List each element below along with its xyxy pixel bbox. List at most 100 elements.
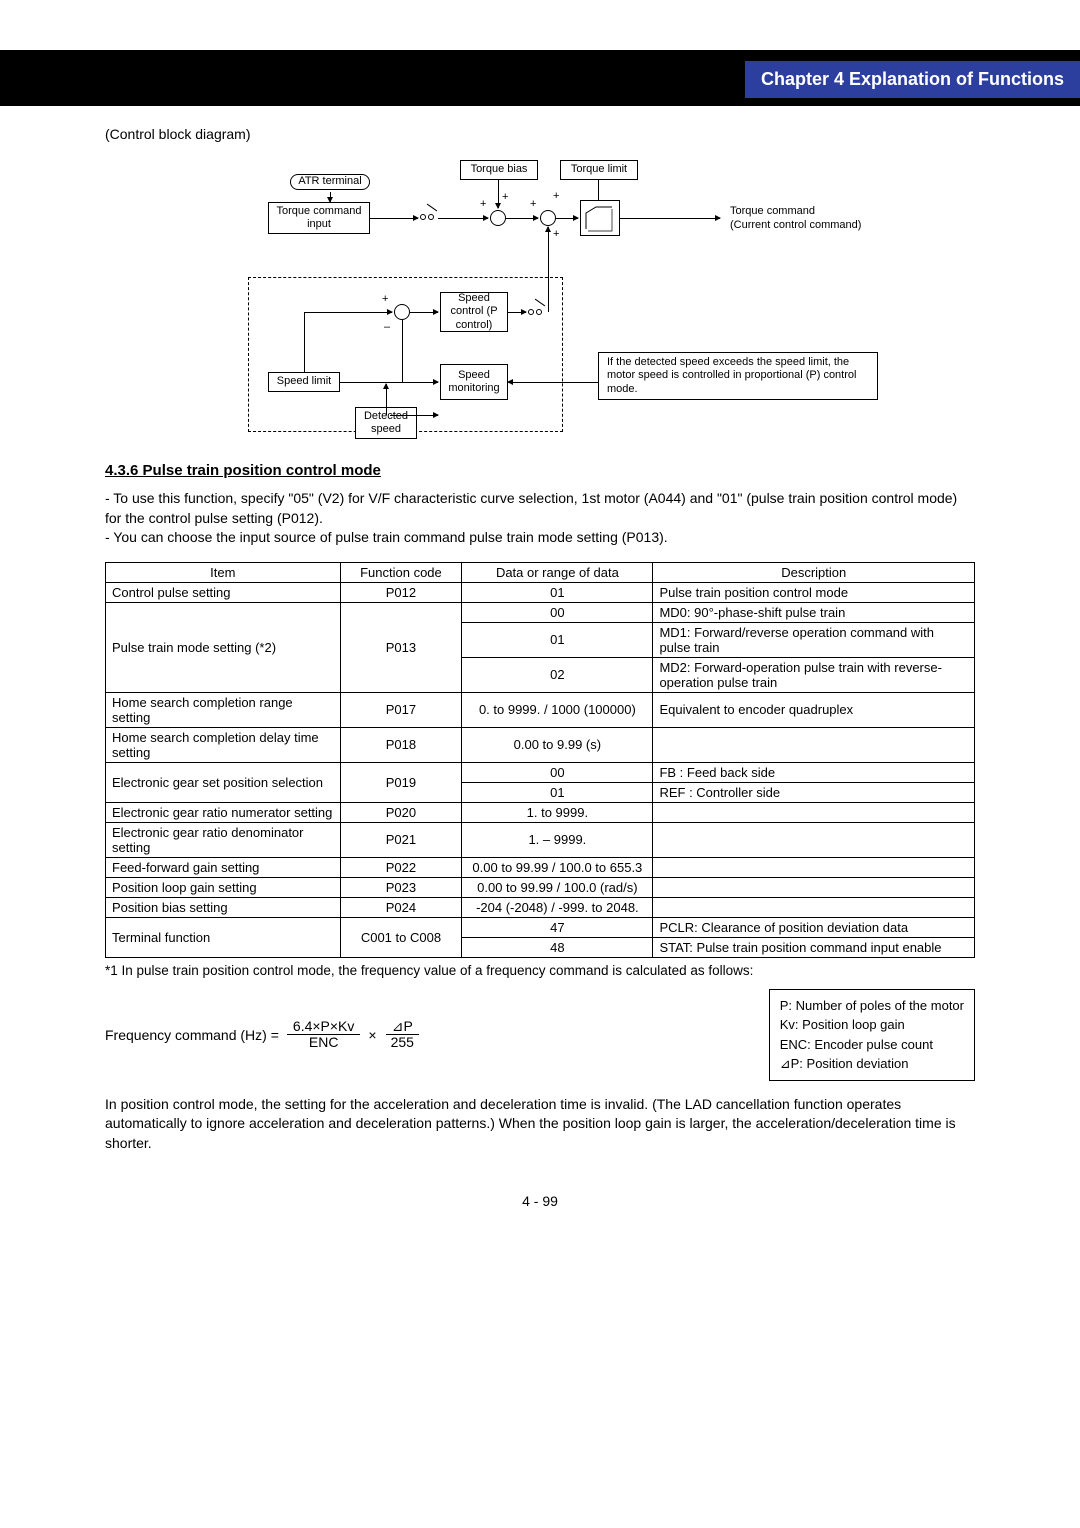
col-item: Item — [106, 562, 341, 582]
cell-item: Control pulse setting — [106, 582, 341, 602]
connector — [304, 312, 340, 313]
cell-item: Home search completion range setting — [106, 692, 341, 727]
connector — [506, 218, 538, 219]
connector — [556, 218, 578, 219]
connector — [438, 218, 488, 219]
torque-limit-box: Torque limit — [560, 160, 638, 180]
cell-desc — [653, 897, 975, 917]
legend-line: ENC: Encoder pulse count — [780, 1035, 964, 1055]
plus-sign: + — [502, 190, 508, 204]
plus-sign: + — [553, 227, 559, 241]
col-code: Function code — [340, 562, 462, 582]
cell-data: 02 — [462, 657, 653, 692]
frac1-num: 6.4×P×Kv — [287, 1019, 361, 1035]
sum-circle-2 — [540, 210, 556, 226]
cell-item: Terminal function — [106, 917, 341, 957]
col-data: Data or range of data — [462, 562, 653, 582]
table-row: Electronic gear ratio numerator settingP… — [106, 802, 975, 822]
cell-item: Position bias setting — [106, 897, 341, 917]
section-title: 4.3.6 Pulse train position control mode — [105, 462, 975, 479]
cell-data: 1. to 9999. — [462, 802, 653, 822]
frac2-den: 255 — [385, 1035, 420, 1050]
table-row: Terminal functionC001 to C00847PCLR: Cle… — [106, 917, 975, 937]
plus-sign: + — [382, 292, 388, 306]
torque-cmd-out-label: Torque command (Current control command) — [730, 204, 861, 233]
connector — [402, 320, 403, 382]
connector — [620, 218, 720, 219]
fraction-1: 6.4×P×Kv ENC — [287, 1019, 361, 1051]
section-text: - To use this function, specify "05" (V2… — [105, 489, 975, 548]
connector — [370, 218, 418, 219]
table-header-row: Item Function code Data or range of data… — [106, 562, 975, 582]
control-block-diagram: ATR terminal Torque command input Torque… — [160, 152, 920, 442]
cell-item: Electronic gear ratio numerator setting — [106, 802, 341, 822]
cell-data: 0.00 to 99.99 / 100.0 (rad/s) — [462, 877, 653, 897]
cell-item: Electronic gear set position selection — [106, 762, 341, 802]
frac2-num: ⊿P — [386, 1019, 419, 1035]
chapter-title: Chapter 4 Explanation of Functions — [745, 61, 1080, 98]
plus-sign: + — [530, 197, 536, 211]
cell-data: 0.00 to 99.99 / 100.0 to 655.3 — [462, 857, 653, 877]
legend-line: Kv: Position loop gain — [780, 1015, 964, 1035]
connector — [598, 180, 599, 200]
cell-code: P018 — [340, 727, 462, 762]
cell-code: P020 — [340, 802, 462, 822]
cell-code: P023 — [340, 877, 462, 897]
table-row: Position bias settingP024-204 (-2048) / … — [106, 897, 975, 917]
cell-desc: PCLR: Clearance of position deviation da… — [653, 917, 975, 937]
connector — [548, 227, 549, 239]
cell-item: Pulse train mode setting (*2) — [106, 602, 341, 692]
cell-data: 1. – 9999. — [462, 822, 653, 857]
table-row: Pulse train mode setting (*2)P01300MD0: … — [106, 602, 975, 622]
table-row: Control pulse settingP01201Pulse train p… — [106, 582, 975, 602]
torque-bias-box: Torque bias — [460, 160, 538, 180]
cell-code: C001 to C008 — [340, 917, 462, 957]
cell-item: Position loop gain setting — [106, 877, 341, 897]
connector — [548, 227, 549, 312]
cell-code: P012 — [340, 582, 462, 602]
atr-terminal-box: ATR terminal — [290, 174, 370, 190]
switch-symbol — [420, 212, 434, 222]
table-row: Position loop gain settingP0230.00 to 99… — [106, 877, 975, 897]
sum-circle-1 — [490, 210, 506, 226]
diagram-note-box: If the detected speed exceeds the speed … — [598, 352, 878, 400]
connector — [508, 312, 526, 313]
cell-desc — [653, 822, 975, 857]
cell-desc: MD0: 90°-phase-shift pulse train — [653, 602, 975, 622]
col-desc: Description — [653, 562, 975, 582]
parameters-table: Item Function code Data or range of data… — [105, 562, 975, 958]
cell-data: 00 — [462, 762, 653, 782]
plus-sign: + — [480, 197, 486, 211]
table-row: Home search completion range settingP017… — [106, 692, 975, 727]
speed-control-box: Speed control (P control) — [440, 292, 508, 332]
cell-desc: REF : Controller side — [653, 782, 975, 802]
cell-code: P017 — [340, 692, 462, 727]
page-content: (Control block diagram) ATR terminal Tor… — [0, 106, 1080, 1249]
table-row: Feed-forward gain settingP0220.00 to 99.… — [106, 857, 975, 877]
cell-data: -204 (-2048) / -999. to 2048. — [462, 897, 653, 917]
times-symbol: × — [368, 1027, 376, 1043]
frac1-den: ENC — [303, 1035, 345, 1050]
formula-lhs: Frequency command (Hz) = — [105, 1027, 279, 1043]
table-row: Home search completion delay time settin… — [106, 727, 975, 762]
connector — [386, 384, 387, 406]
cell-data: 47 — [462, 917, 653, 937]
cell-data: 0. to 9999. / 1000 (100000) — [462, 692, 653, 727]
plus-sign: + — [553, 189, 559, 203]
cell-desc — [653, 727, 975, 762]
table-row: Electronic gear set position selectionP0… — [106, 762, 975, 782]
cell-data: 01 — [462, 622, 653, 657]
frequency-formula: Frequency command (Hz) = 6.4×P×Kv ENC × … — [105, 989, 975, 1081]
legend-line: P: Number of poles of the motor — [780, 996, 964, 1016]
connector — [304, 312, 305, 372]
connector — [330, 192, 331, 202]
connector — [340, 382, 438, 383]
switch-symbol — [528, 307, 542, 317]
cell-desc — [653, 802, 975, 822]
torque-limit-graphic — [580, 200, 620, 236]
cell-code: P019 — [340, 762, 462, 802]
cell-desc: MD2: Forward-operation pulse train with … — [653, 657, 975, 692]
cell-data: 01 — [462, 582, 653, 602]
cell-item: Electronic gear ratio denominator settin… — [106, 822, 341, 857]
connector — [340, 312, 392, 313]
